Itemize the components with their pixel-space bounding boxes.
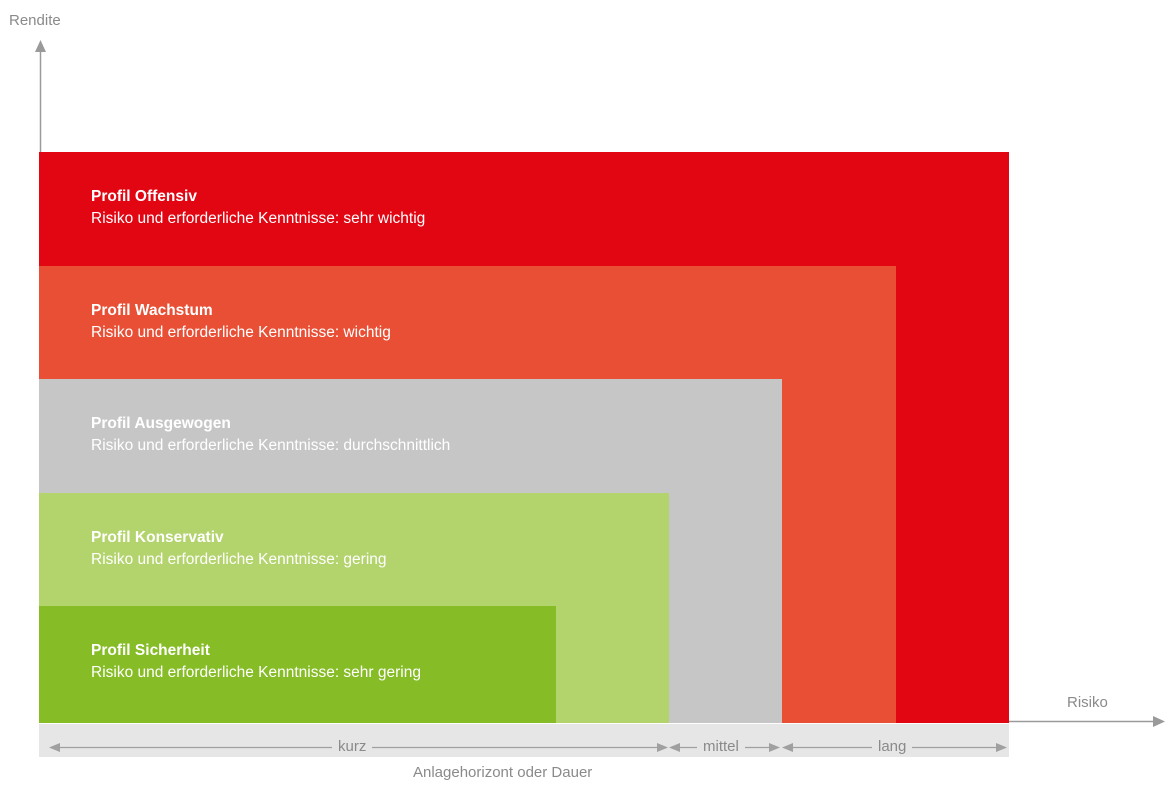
- y-axis-label: Rendite: [9, 12, 61, 29]
- lang-arrow-left: [782, 743, 793, 752]
- x-axis-label: Risiko: [1067, 694, 1108, 711]
- y-axis-arrowhead: [35, 40, 46, 52]
- profile-name: Profil Konservativ: [91, 529, 224, 546]
- profile-description: Risiko und erforderliche Kenntnisse: seh…: [91, 664, 421, 681]
- mittel-arrow-left: [669, 743, 680, 752]
- horizon-band: [39, 724, 1009, 757]
- horizon-segment-lang: lang: [872, 739, 913, 755]
- kurz-arrow-right: [657, 743, 668, 752]
- horizon-segment-kurz: kurz: [332, 739, 373, 755]
- profile-name: Profil Offensiv: [91, 188, 197, 205]
- profile-description: Risiko und erforderliche Kenntnisse: wic…: [91, 324, 391, 341]
- horizon-segment-mittel: mittel: [697, 739, 745, 755]
- profile-description: Risiko und erforderliche Kenntnisse: dur…: [91, 437, 451, 454]
- profile-name: Profil Ausgewogen: [91, 415, 231, 432]
- profile-description: Risiko und erforderliche Kenntnisse: ger…: [91, 551, 387, 568]
- x-axis-arrowhead: [1153, 716, 1165, 727]
- kurz-arrow-left: [49, 743, 60, 752]
- profile-name: Profil Sicherheit: [91, 642, 210, 659]
- profile-sicherheit: Profil Sicherheit Risiko und erforderlic…: [39, 606, 556, 723]
- mittel-arrow-right: [769, 743, 780, 752]
- profile-description: Risiko und erforderliche Kenntnisse: seh…: [91, 210, 426, 227]
- profile-name: Profil Wachstum: [91, 302, 213, 319]
- horizon-title: Anlagehorizont oder Dauer: [413, 764, 593, 781]
- lang-arrow-right: [996, 743, 1007, 752]
